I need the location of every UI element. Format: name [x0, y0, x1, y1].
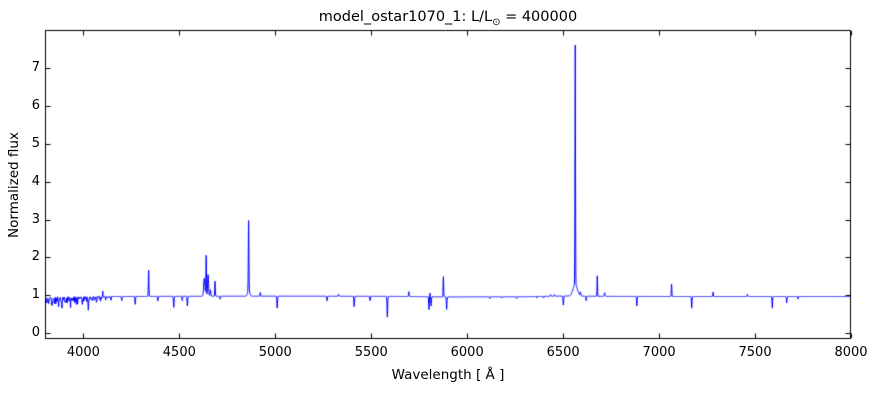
y-tick-label: 0	[31, 325, 40, 341]
plot-title-suffix: = 400000	[500, 9, 578, 25]
plot-title-prefix: model_ostar1070_1: L/L	[318, 9, 493, 25]
x-tick-label: 4000	[66, 345, 100, 360]
y-tick-label: 3	[31, 211, 40, 227]
x-tick-label: 8000	[834, 345, 868, 360]
sun-symbol: ⊙	[492, 16, 501, 28]
y-tick-label: 5	[31, 135, 40, 151]
x-axis-label: Wavelength [ Å ]	[391, 367, 505, 383]
y-tick-label: 4	[31, 173, 40, 189]
x-tick-label: 5500	[354, 345, 388, 360]
x-tick-label: 4500	[162, 345, 196, 360]
x-tick-label: 7000	[642, 345, 676, 360]
plot-title: model_ostar1070_1: L/L⊙ = 400000	[45, 9, 851, 31]
x-tick-label: 6000	[450, 345, 484, 360]
y-tick-label: 2	[31, 249, 40, 265]
x-tick-label: 7500	[738, 345, 772, 360]
y-tick-label: 6	[31, 97, 40, 113]
y-tick-label: 1	[31, 287, 40, 303]
y-tick-label: 7	[31, 59, 40, 75]
x-tick-label: 5000	[258, 345, 292, 360]
x-tick-label: 6500	[546, 345, 580, 360]
